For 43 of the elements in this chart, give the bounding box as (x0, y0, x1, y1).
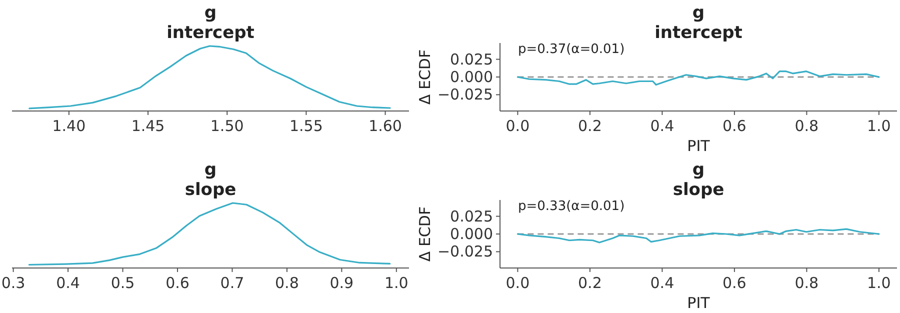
x-tick-label: 1.50 (210, 117, 244, 135)
chart-title: g intercept (654, 3, 742, 43)
x-tick-label: 0.6 (722, 274, 746, 292)
annotation: p=0.37(α=0.01) (518, 42, 625, 57)
x-tick-label: 1.60 (368, 117, 402, 135)
chart-title: g slope (672, 160, 724, 200)
x-tick-label: 0.4 (56, 274, 80, 292)
x-tick-label: 1.55 (289, 117, 323, 135)
x-axis-title: PIT (687, 137, 711, 155)
y-tick-label: 0.025 (450, 207, 493, 226)
x-tick-label: 1.0 (867, 274, 891, 292)
line-series (516, 70, 880, 86)
line-series (516, 228, 880, 244)
y-tick-label: 0.000 (450, 68, 493, 86)
y-axis-title: Δ ECDF (416, 49, 434, 105)
x-tick-label: 0.0 (506, 274, 530, 292)
x-tick-label: 0.9 (330, 274, 354, 292)
x-axis-title: PIT (687, 294, 711, 312)
x-tick-label: 0.5 (110, 274, 135, 292)
x-tick-label: 0.0 (506, 117, 530, 135)
x-tick-label: 1.0 (867, 117, 891, 135)
x-tick-label: 0.3 (1, 274, 26, 292)
x-tick-label: 0.8 (275, 274, 299, 292)
x-tick-label: 1.40 (52, 117, 86, 135)
y-tick-label: −0.025 (437, 86, 493, 104)
x-tick-label: 0.2 (578, 274, 602, 292)
x-tick-label: 0.6 (166, 274, 190, 292)
y-tick-label: 0.025 (450, 50, 493, 68)
chart-title: g intercept (166, 3, 254, 43)
x-tick-label: 0.7 (220, 274, 244, 292)
x-tick-label: 1.0 (384, 274, 408, 292)
chart-title: g slope (184, 160, 236, 200)
x-tick-label: 1.45 (131, 117, 165, 135)
x-tick-label: 0.6 (722, 117, 746, 135)
x-tick-label: 0.4 (650, 117, 674, 135)
y-tick-label: −0.025 (437, 242, 493, 261)
annotation: p=0.33(α=0.01) (518, 199, 625, 214)
x-tick-label: 0.8 (794, 117, 819, 135)
y-tick-label: 0.000 (450, 225, 493, 243)
x-tick-label: 0.2 (578, 117, 602, 135)
y-axis-title: Δ ECDF (416, 206, 434, 262)
x-tick-label: 0.4 (650, 274, 674, 292)
x-tick-label: 0.8 (794, 274, 819, 292)
